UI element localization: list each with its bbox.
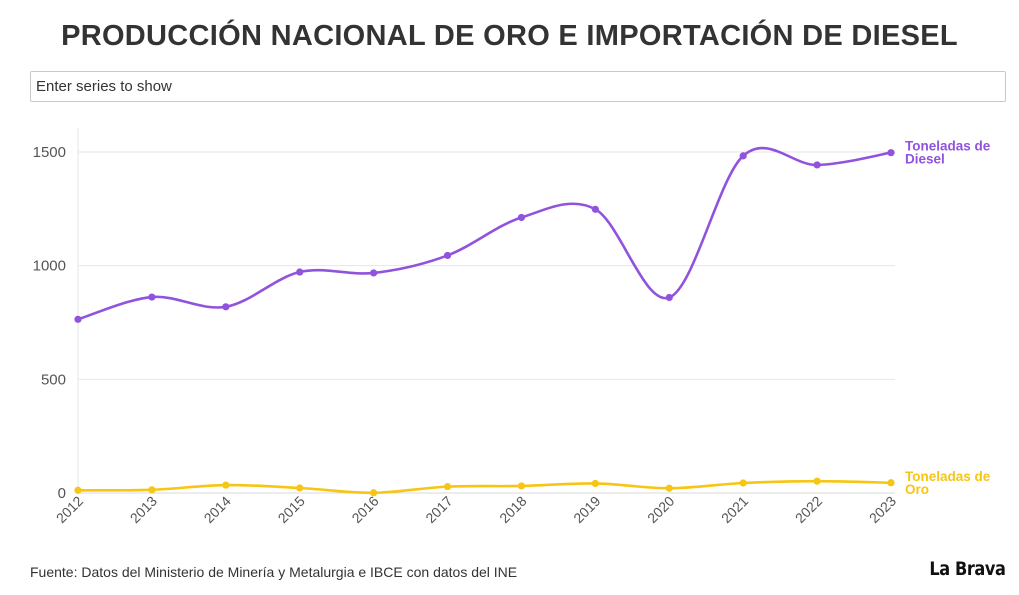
- series-label: Toneladas de: [905, 469, 991, 484]
- data-point: [222, 481, 230, 489]
- x-tick-label: 2014: [201, 493, 234, 526]
- x-tick-label: 2022: [792, 493, 825, 526]
- x-tick-label: 2019: [570, 493, 603, 526]
- data-point: [887, 479, 895, 487]
- data-point: [591, 205, 599, 213]
- data-point: [887, 149, 895, 157]
- source-note: Fuente: Datos del Ministerio de Minería …: [30, 564, 518, 580]
- x-tick-label: 2020: [644, 493, 677, 526]
- series-label: Diesel: [905, 152, 945, 167]
- data-point: [739, 479, 747, 487]
- x-tick-label: 2013: [127, 493, 160, 526]
- data-point: [222, 303, 230, 311]
- y-tick-label: 1500: [33, 144, 66, 161]
- data-point: [74, 315, 82, 323]
- data-point: [148, 293, 156, 301]
- data-point: [517, 213, 526, 222]
- data-point: [443, 483, 452, 491]
- series-label: Toneladas de: [905, 139, 991, 154]
- data-point: [443, 251, 452, 260]
- data-point: [665, 293, 673, 302]
- brand-logo: La Brava: [928, 558, 1005, 580]
- x-tick-label: 2018: [496, 493, 529, 526]
- y-tick-label: 500: [41, 371, 66, 388]
- data-point: [591, 479, 599, 488]
- x-tick-label: 2017: [422, 493, 455, 526]
- data-point: [739, 152, 747, 160]
- data-point: [296, 484, 304, 492]
- data-point: [148, 486, 156, 494]
- data-point: [813, 477, 821, 485]
- x-tick-label: 2016: [348, 493, 381, 526]
- x-tick-label: 2023: [866, 493, 899, 526]
- data-point: [665, 484, 673, 492]
- data-point: [813, 161, 821, 169]
- x-tick-label: 2015: [275, 493, 308, 526]
- data-point: [370, 269, 378, 277]
- data-point: [296, 268, 304, 276]
- series-line-0: [77, 146, 892, 321]
- series-search-input[interactable]: [30, 71, 1006, 102]
- data-point: [370, 489, 378, 497]
- y-tick-label: 0: [58, 485, 66, 502]
- data-point: [74, 486, 82, 494]
- x-tick-label: 2021: [718, 493, 751, 526]
- data-point: [517, 482, 526, 490]
- series-label: Oro: [905, 482, 929, 497]
- series-line-1: [77, 479, 892, 495]
- y-tick-label: 1000: [33, 258, 66, 275]
- chart-title: PRODUCCIÓN NACIONAL DE ORO E IMPORTACIÓN…: [61, 20, 958, 52]
